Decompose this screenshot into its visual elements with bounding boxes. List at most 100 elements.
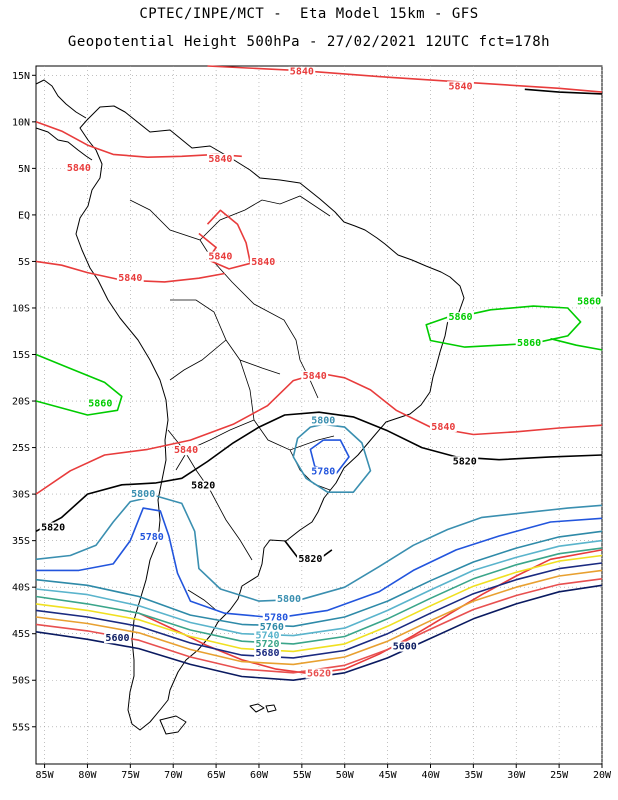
contour-label-5740: 5740 (255, 630, 279, 641)
contour-label-bg (249, 257, 277, 268)
contour-label-bg (515, 338, 543, 349)
contour-label-5860: 5860 (577, 296, 601, 307)
contour-label-5680: 5680 (255, 648, 279, 659)
lon-tick-label: 50W (336, 770, 355, 781)
lon-tick-label: 45W (379, 770, 398, 781)
contour-label-bg (104, 633, 131, 644)
contour-5840 (207, 65, 603, 93)
contour-5720 (35, 547, 603, 645)
central-america-coast (35, 79, 93, 161)
contour-label-5780: 5780 (140, 532, 164, 543)
contour-label-bg (301, 370, 329, 381)
chart-subtitle: Geopotential Height 500hPa - 27/02/2021 … (67, 34, 551, 50)
height-contours (35, 65, 603, 682)
contour-5620 (35, 578, 603, 674)
lat-tick-label: 20S (12, 397, 30, 408)
lat-tick-label: EQ (18, 210, 30, 221)
contour-label-bg (254, 638, 281, 649)
contour-label-5820: 5820 (191, 481, 215, 492)
contour-label-5860: 5860 (517, 338, 541, 349)
contour-label-5760: 5760 (260, 622, 284, 633)
falkland-islands (249, 703, 277, 713)
contour-label-5800: 5800 (131, 489, 155, 500)
lon-tick-label: 80W (78, 770, 97, 781)
contour-label-bg (206, 153, 234, 164)
contour-labels: 5860 5860 5860 5860 5840 5840 5840 5840 5840 5840… (39, 66, 603, 680)
contour-label-5800: 5800 (311, 415, 335, 426)
contour-5600 (35, 584, 603, 682)
lon-tick-label: 20W (593, 770, 612, 781)
contour-label-bg (258, 622, 286, 633)
lon-tick-label: 85W (36, 770, 55, 781)
contour-label-bg (275, 594, 303, 605)
lon-tick-label: 55W (293, 770, 312, 781)
lon-tick-label: 70W (164, 770, 183, 781)
lat-tick-label: 5S (18, 257, 30, 268)
contour-label-5620: 5620 (307, 669, 331, 680)
lat-tick-label: 55S (12, 722, 30, 733)
contour-label-bg (447, 312, 474, 323)
contour-label-bg (86, 398, 114, 409)
contour-label-bg (172, 445, 200, 456)
contour-label-bg (447, 81, 474, 92)
contour-label-bg (116, 273, 144, 284)
contour-label-5840: 5840 (118, 273, 142, 284)
lat-tick-label: 35S (12, 536, 30, 547)
contour-5780 (36, 507, 603, 619)
axis-ticks: 85W 80W 75W 70W 65W 60W 55W 50W 45W 40W 35W 30W 25W 2… (12, 71, 612, 781)
contour-5860 (550, 337, 603, 351)
contour-label-bg (575, 296, 603, 307)
lon-tick-label: 75W (121, 770, 140, 781)
contour-label-5780: 5780 (311, 467, 335, 478)
contour-label-bg (65, 163, 93, 174)
contour-label-bg (206, 251, 234, 262)
lat-tick-label: 30S (12, 490, 30, 501)
contour-5680 (35, 562, 603, 659)
lat-tick-label: 10S (12, 303, 30, 314)
contour-label-5820: 5820 (298, 554, 322, 565)
lon-tick-label: 60W (250, 770, 269, 781)
contour-5800 (35, 495, 603, 602)
contour-label-5840: 5840 (431, 422, 455, 433)
contour-label-bg (138, 531, 166, 542)
contour-label-5600: 5600 (393, 642, 417, 653)
lat-tick-label: 10N (12, 117, 30, 128)
south-america-coastline (75, 105, 465, 731)
contour-label-bg (451, 456, 479, 467)
contour-label-5600: 5600 (105, 633, 129, 644)
contour-label-bg (129, 488, 157, 499)
continent-outline (35, 79, 465, 735)
lon-tick-label: 25W (550, 770, 569, 781)
lat-tick-label: 15S (12, 350, 30, 361)
lon-tick-label: 40W (421, 770, 440, 781)
contour-label-bg (39, 522, 67, 533)
contour-label-bg (391, 641, 419, 652)
contour-5740 (35, 539, 603, 637)
lat-tick-label: 15N (12, 71, 30, 82)
contour-label-5860: 5860 (448, 312, 472, 323)
contour-label-bg (262, 612, 290, 623)
lat-tick-label: 40S (12, 583, 30, 594)
contour-5660 (35, 569, 603, 666)
contour-label-5840: 5840 (303, 371, 327, 382)
contour-5760 (35, 530, 603, 628)
lon-tick-label: 35W (464, 770, 483, 781)
contour-label-5840: 5840 (67, 163, 91, 174)
contour-5700 (35, 554, 603, 653)
lat-tick-label: 45S (12, 629, 30, 640)
tierra-del-fuego (159, 715, 187, 735)
chart-title: CPTEC/INPE/MCT - Eta Model 15km - GFS (139, 6, 479, 22)
contour-5820 (524, 88, 603, 95)
contour-label-bg (254, 648, 281, 659)
contour-label-5840: 5840 (448, 81, 472, 92)
contour-label-bg (429, 421, 457, 432)
contour-5800 (292, 423, 372, 494)
lon-tick-label: 30W (507, 770, 526, 781)
contour-5840 (35, 121, 242, 158)
lat-tick-label: 5N (18, 164, 30, 175)
contour-label-bg (254, 630, 281, 641)
contour-label-5800: 5800 (277, 594, 301, 605)
lon-tick-label: 65W (207, 770, 226, 781)
contour-label-bg (288, 66, 316, 77)
